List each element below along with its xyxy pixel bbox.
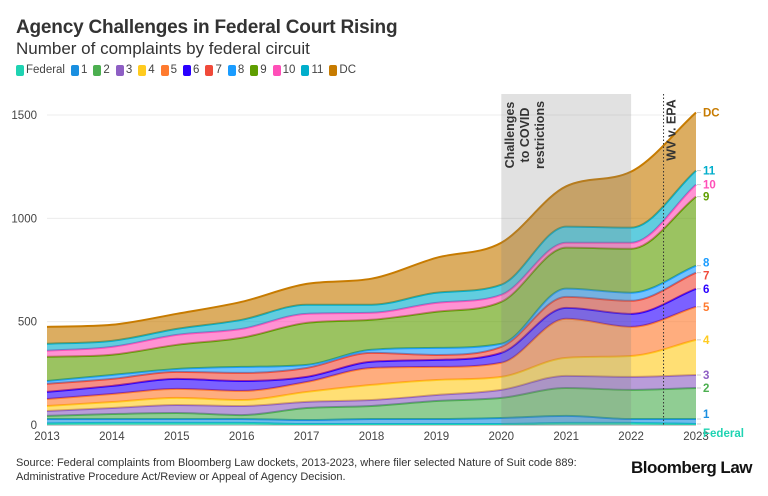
y-tick-label: 1500 — [11, 110, 37, 122]
line-6 — [46, 287, 697, 393]
end-label-federal: Federal — [703, 428, 744, 440]
legend-item: 2 — [93, 64, 110, 76]
legend-label: 2 — [103, 64, 110, 76]
legend-label: 6 — [193, 64, 200, 76]
legend-item: 6 — [183, 64, 199, 76]
legend-swatch — [71, 64, 79, 76]
legend-item: 9 — [250, 64, 267, 76]
legend-label: Federal — [26, 64, 65, 76]
legend-label: 9 — [260, 64, 267, 76]
bloomberg-law-logo: Bloomberg Law — [630, 458, 753, 477]
legend-label: 3 — [125, 64, 133, 76]
legend-label: 5 — [170, 64, 178, 76]
legend: Federal 1 2 3 4 5 6 7 8 9 10 11 DC — [16, 64, 356, 76]
legend-swatch — [93, 64, 102, 76]
x-tick-label: 2021 — [553, 431, 579, 443]
area-7 — [47, 272, 696, 392]
x-tick-label: 2013 — [34, 431, 60, 443]
legend-swatch — [138, 64, 147, 76]
legend-item: 4 — [138, 64, 155, 76]
end-label-1: 1 — [703, 409, 710, 421]
y-tick-label: 0 — [31, 420, 37, 432]
covid-annotation-line: restrictions — [533, 101, 547, 169]
legend-label: 8 — [237, 64, 245, 76]
line-4 — [46, 338, 697, 407]
end-label-5: 5 — [703, 302, 710, 314]
line-5 — [46, 305, 697, 400]
area-dc — [47, 112, 696, 344]
area-6 — [47, 288, 696, 399]
legend-swatch — [329, 64, 338, 76]
legend-item: 3 — [115, 64, 133, 76]
legend-swatch — [250, 64, 259, 76]
legend-item: 1 — [71, 64, 87, 76]
chart-subtitle: Number of complaints by federal circuit — [16, 39, 310, 58]
legend-item: 11 — [301, 64, 323, 76]
legend-item: Federal — [16, 64, 65, 76]
wv-epa-label: WV v. EPA — [665, 99, 679, 160]
legend-item: DC — [329, 64, 356, 76]
legend-swatch — [272, 64, 281, 76]
legend-label: 10 — [282, 64, 296, 76]
y-tick-label: 500 — [18, 317, 37, 329]
area-5 — [47, 306, 696, 406]
x-tick-label: 2022 — [618, 431, 644, 443]
legend-label: 11 — [311, 64, 324, 76]
x-tick-label: 2016 — [229, 431, 255, 443]
legend-label: 1 — [81, 64, 88, 76]
end-label-3: 3 — [703, 370, 709, 382]
x-tick-label: 2015 — [164, 431, 190, 443]
x-tick-label: 2023 — [683, 431, 709, 443]
line-9 — [46, 195, 697, 358]
legend-swatch — [205, 64, 214, 76]
end-label-dc: DC — [703, 108, 720, 120]
legend-item: 5 — [160, 64, 178, 76]
covid-shaded-region — [501, 94, 632, 425]
end-label-8: 8 — [703, 258, 710, 270]
x-tick-label: 2019 — [424, 431, 450, 443]
legend-label: 7 — [215, 64, 222, 76]
y-tick-label: 1000 — [11, 213, 37, 225]
x-tick-label: 2020 — [489, 431, 515, 443]
legend-item: 8 — [227, 64, 245, 76]
covid-annotation-line: to COVID — [518, 108, 532, 163]
line-dc — [46, 111, 697, 328]
end-label-11: 11 — [703, 166, 716, 178]
covid-annotation-line: Challenges — [503, 102, 517, 169]
area-4 — [47, 339, 696, 411]
legend-item: 10 — [272, 64, 296, 76]
area-2 — [47, 388, 696, 421]
legend-swatch — [16, 64, 24, 76]
x-tick-label: 2014 — [99, 431, 125, 443]
legend-swatch — [115, 64, 124, 76]
x-tick-label: 2018 — [359, 431, 385, 443]
legend-label: DC — [339, 64, 357, 76]
legend-swatch — [183, 64, 192, 76]
legend-swatch — [227, 64, 236, 76]
end-label-6: 6 — [703, 284, 709, 296]
end-label-9: 9 — [703, 192, 709, 204]
x-tick-label: 2017 — [294, 431, 320, 443]
chart-title: Agency Challenges in Federal Court Risin… — [16, 17, 398, 38]
legend-label: 4 — [148, 64, 155, 76]
end-label-7: 7 — [703, 271, 709, 283]
legend-swatch — [301, 64, 310, 76]
end-label-2: 2 — [703, 383, 709, 395]
end-label-4: 4 — [703, 335, 710, 347]
legend-item: 7 — [205, 64, 222, 76]
legend-swatch — [160, 64, 169, 76]
end-label-10: 10 — [703, 180, 716, 192]
line-2 — [46, 387, 697, 417]
area-9 — [47, 196, 696, 381]
line-1 — [47, 414, 696, 422]
source-note: Source: Federal complaints from Bloomber… — [16, 457, 577, 483]
